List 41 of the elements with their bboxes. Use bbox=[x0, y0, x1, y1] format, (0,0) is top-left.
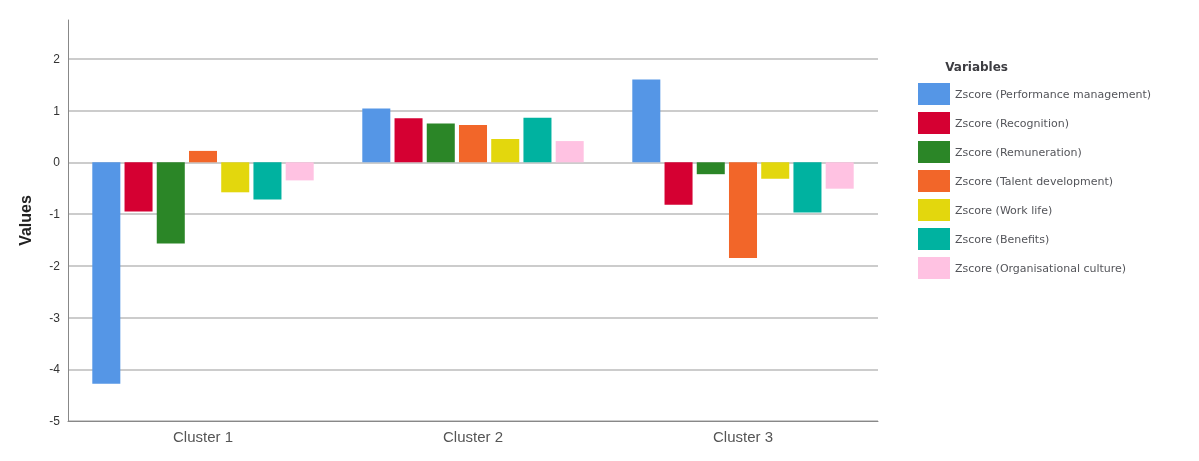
bar bbox=[793, 162, 822, 213]
x-tick-label: Cluster 3 bbox=[712, 428, 774, 445]
legend-label: Zscore (Remuneration) bbox=[955, 145, 1082, 159]
y-tick-label: -5 bbox=[49, 414, 61, 428]
legend-label: Zscore (Benefits) bbox=[955, 232, 1050, 246]
bar bbox=[632, 79, 661, 163]
legend-label: Zscore (Talent development) bbox=[955, 174, 1113, 188]
legend-label: Zscore (Performance management) bbox=[955, 87, 1152, 101]
legend-label: Zscore (Organisational culture) bbox=[955, 261, 1127, 275]
bar bbox=[285, 162, 314, 181]
y-tick-label: 0 bbox=[53, 155, 61, 170]
y-tick-label: -4 bbox=[49, 362, 61, 377]
bar bbox=[124, 162, 153, 212]
y-tick-label: 2 bbox=[53, 51, 61, 66]
bar bbox=[825, 162, 854, 189]
bar bbox=[221, 162, 250, 193]
y-tick-label: -2 bbox=[49, 258, 61, 273]
bar bbox=[761, 162, 790, 179]
bar bbox=[728, 162, 758, 259]
bar bbox=[253, 162, 282, 200]
y-tick-label: -1 bbox=[49, 207, 61, 222]
bar bbox=[156, 162, 185, 244]
bar bbox=[394, 118, 423, 163]
x-tick-label: Cluster 2 bbox=[442, 428, 504, 445]
legend-label: Zscore (Recognition) bbox=[955, 116, 1069, 130]
bar bbox=[555, 141, 584, 163]
bar bbox=[696, 162, 725, 175]
y-tick-label: 1 bbox=[53, 103, 61, 118]
legend-title: Variables bbox=[945, 60, 1008, 74]
bar bbox=[426, 123, 455, 163]
bar bbox=[92, 162, 121, 384]
bar bbox=[362, 108, 391, 163]
y-tick-label: -3 bbox=[49, 310, 61, 325]
y-axis-title: Values bbox=[16, 195, 34, 246]
x-tick-label: Cluster 1 bbox=[172, 428, 234, 445]
bar bbox=[458, 125, 488, 163]
bar bbox=[188, 150, 218, 163]
bar bbox=[664, 162, 693, 205]
bar bbox=[523, 117, 552, 163]
bar bbox=[491, 139, 520, 163]
legend-label: Zscore (Work life) bbox=[955, 203, 1053, 217]
